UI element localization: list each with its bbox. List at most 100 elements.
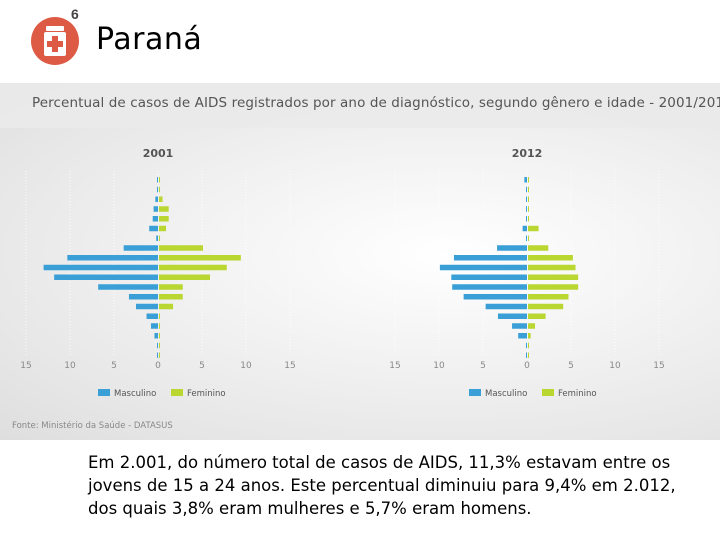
bar-feminino — [528, 186, 529, 193]
bar-feminino — [528, 225, 539, 232]
bar-feminino — [528, 206, 529, 212]
bar-masculino — [136, 303, 158, 310]
bar-masculino — [526, 196, 527, 202]
legend-label-feminino: Feminino — [558, 389, 597, 399]
bar-masculino — [526, 342, 527, 349]
x-tick-label: 5 — [480, 361, 486, 371]
bar-masculino — [518, 333, 527, 339]
bar-masculino — [512, 323, 527, 329]
bar-masculino — [155, 196, 158, 202]
caption-line-2: jovens de 15 a 24 anos. Este percentual … — [88, 476, 676, 495]
chart-title: 2001 — [143, 147, 174, 160]
bar-feminino — [528, 294, 569, 300]
legend-swatch-feminino — [171, 389, 183, 396]
bar-feminino — [159, 342, 160, 349]
x-tick-label: 10 — [240, 361, 252, 371]
bar-masculino — [526, 235, 527, 241]
bar-feminino — [528, 235, 529, 241]
legend-label-feminino: Feminino — [187, 389, 226, 399]
x-tick-label: 15 — [653, 361, 664, 371]
x-tick-label: 15 — [20, 361, 31, 371]
bar-feminino — [159, 225, 167, 232]
bar-masculino — [43, 264, 158, 271]
legend-label-masculino: Masculino — [114, 389, 156, 399]
bar-feminino — [159, 196, 163, 202]
page-title: Paraná — [96, 22, 203, 57]
bar-masculino — [154, 333, 158, 339]
bar-feminino — [159, 333, 160, 339]
bar-masculino — [123, 245, 158, 251]
bar-feminino — [528, 264, 576, 271]
x-tick-label: 0 — [524, 361, 530, 371]
pyramid-charts: 15 10 5 0 5 10 15 2001 Masculino Feminino 15 10 5 0 5 1… — [20, 147, 664, 399]
bar-masculino — [524, 177, 527, 183]
bar-feminino — [528, 196, 529, 202]
bar-feminino — [159, 264, 227, 271]
bar-feminino — [159, 294, 183, 300]
bar-feminino — [528, 177, 529, 183]
bar-masculino — [485, 303, 527, 310]
bar-masculino — [451, 274, 527, 280]
bar-masculino — [149, 225, 158, 232]
caption-line-3: dos quais 3,8% eram mulheres e 5,7% eram… — [88, 499, 532, 518]
bar-feminino — [159, 186, 160, 193]
bar-feminino — [528, 333, 531, 339]
bar-masculino — [67, 255, 158, 261]
bar-feminino — [159, 255, 241, 261]
bar-masculino — [463, 294, 527, 300]
x-tick-label: 5 — [568, 361, 574, 371]
x-tick-label: 0 — [155, 361, 161, 371]
bar-feminino — [159, 313, 160, 319]
x-tick-label: 15 — [284, 361, 295, 371]
bar-feminino — [159, 206, 169, 212]
chart-panel-title: Percentual de casos de AIDS registrados … — [32, 95, 720, 111]
bar-masculino — [128, 294, 158, 300]
slide-number: 6 — [71, 6, 79, 22]
x-tick-label: 10 — [64, 361, 76, 371]
bar-masculino — [526, 206, 527, 212]
bar-masculino — [157, 186, 158, 193]
bar-feminino — [159, 323, 160, 329]
chart-source: Fonte: Ministério da Saúde - DATASUS — [12, 421, 173, 431]
x-tick-label: 10 — [433, 361, 445, 371]
bar-feminino — [159, 274, 211, 280]
bar-masculino — [522, 225, 527, 232]
chart-title: 2012 — [512, 147, 543, 160]
bar-feminino — [528, 274, 579, 280]
bar-feminino — [528, 303, 564, 310]
bar-masculino — [156, 235, 158, 241]
medical-kit-icon — [31, 17, 79, 65]
bar-masculino — [526, 352, 527, 358]
chart-panel: Percentual de casos de AIDS registrados … — [0, 83, 720, 440]
bar-masculino — [54, 274, 158, 280]
panel-title-band — [0, 83, 720, 128]
bar-feminino — [528, 245, 549, 251]
x-tick-label: 15 — [389, 361, 400, 371]
bar-masculino — [453, 255, 527, 261]
bar-masculino — [150, 323, 158, 329]
bar-masculino — [452, 284, 527, 290]
bar-masculino — [146, 313, 158, 319]
caption-text: Em 2.001, do número total de casos de AI… — [88, 451, 688, 520]
bar-feminino — [528, 313, 546, 319]
bar-feminino — [159, 352, 160, 358]
legend-swatch-masculino — [98, 389, 110, 396]
bar-feminino — [159, 216, 169, 222]
x-tick-label: 10 — [609, 361, 621, 371]
bar-masculino — [157, 352, 158, 358]
bar-feminino — [159, 177, 160, 183]
x-tick-label: 5 — [111, 361, 117, 371]
bar-masculino — [157, 342, 158, 349]
bar-feminino — [528, 323, 536, 329]
caption-line-1: Em 2.001, do número total de casos de AI… — [88, 453, 671, 472]
bar-masculino — [153, 206, 158, 212]
bar-feminino — [528, 255, 573, 261]
legend-swatch-feminino — [542, 389, 554, 396]
bar-feminino — [528, 352, 529, 358]
bar-masculino — [152, 216, 158, 222]
bar-masculino — [497, 313, 527, 319]
legend-swatch-masculino — [469, 389, 481, 396]
bar-masculino — [98, 284, 158, 290]
bar-masculino — [526, 186, 527, 193]
bar-feminino — [528, 342, 529, 349]
